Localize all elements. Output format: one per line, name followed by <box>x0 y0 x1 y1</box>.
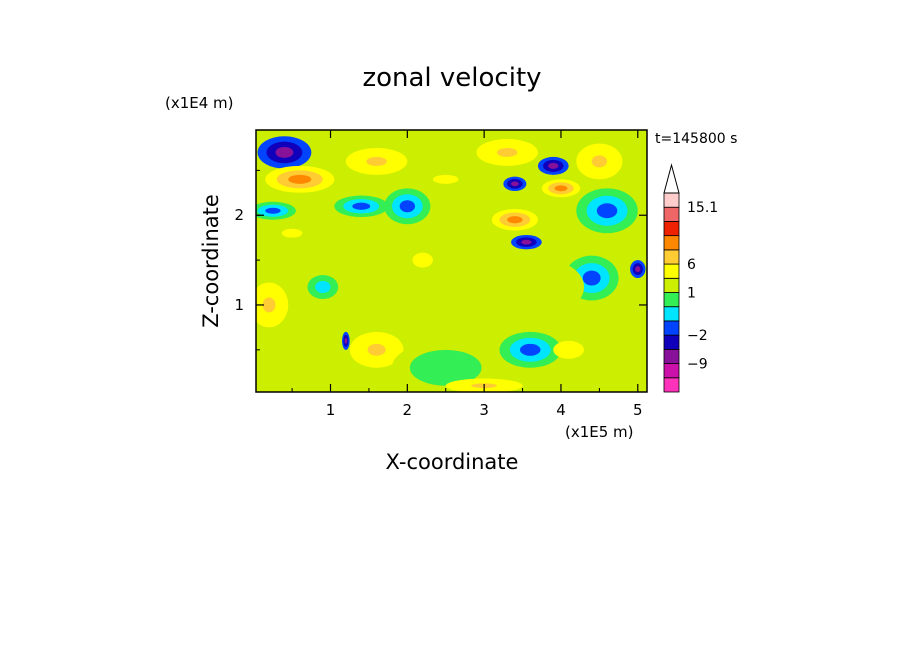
x-tick-label: 3 <box>479 401 489 419</box>
y-tick-label: 1 <box>234 296 244 314</box>
field-contour <box>262 297 276 313</box>
x-axis-label: X-coordinate <box>386 450 519 474</box>
y-unit-label: (x1E4 m) <box>165 94 234 112</box>
colorbar-segment <box>663 192 680 208</box>
x-axis-ticks: 1 2 3 4 5 <box>291 130 643 419</box>
field-contour <box>344 337 348 344</box>
field-contour <box>591 155 608 168</box>
field-contour <box>532 278 559 296</box>
colorbar-segment <box>663 306 680 322</box>
field-contour <box>496 147 518 157</box>
field-contour <box>521 239 532 245</box>
colorbar-segment <box>663 348 680 364</box>
colorbar: 15.1 6 1 −2 −9 <box>663 163 718 393</box>
field-contour <box>315 281 331 294</box>
field-contour <box>367 343 386 356</box>
field-contour <box>281 228 303 238</box>
plot-frame <box>255 129 648 393</box>
field-contour <box>412 252 433 268</box>
colorbar-extend-triangle <box>663 163 680 194</box>
colorbar-segment <box>663 363 680 379</box>
field-contour <box>635 266 641 273</box>
field-contour <box>427 358 464 377</box>
colorbar-label: 15.1 <box>687 200 718 216</box>
field-contour <box>614 331 631 350</box>
field-contour <box>275 147 294 158</box>
x-unit-label: (x1E5 m) <box>565 423 634 441</box>
field-contour <box>352 202 371 210</box>
colorbar-segment <box>663 277 680 293</box>
colorbar-label: −9 <box>687 357 708 373</box>
field-contour <box>432 174 459 184</box>
time-label: t=145800 s <box>655 131 737 147</box>
field-contour <box>563 346 574 353</box>
colorbar-label: −2 <box>687 328 708 344</box>
field-contour <box>288 174 312 184</box>
field-contour <box>582 270 601 286</box>
colorbar-segment <box>663 377 680 393</box>
colorbar-segment <box>663 292 680 308</box>
y-axis-label: Z-coordinate <box>199 194 223 328</box>
colorbar-segment <box>663 235 680 251</box>
chart-title: zonal velocity <box>362 63 541 93</box>
x-tick-label: 2 <box>403 401 413 419</box>
field-contour <box>519 343 541 356</box>
colorbar-segment <box>663 221 680 237</box>
y-tick-label: 2 <box>234 206 244 224</box>
field-contour <box>596 203 618 219</box>
colorbar-segment <box>663 206 680 222</box>
colorbar-segment <box>663 320 680 336</box>
colorbar-segment <box>663 263 680 279</box>
field-contour <box>554 185 568 192</box>
y-axis-ticks: 12 <box>234 169 647 351</box>
field-contour <box>366 156 387 166</box>
field-contour <box>507 216 523 224</box>
colorbar-label: 6 <box>687 257 696 273</box>
colorbar-segment <box>663 334 680 350</box>
field-contour <box>399 200 416 213</box>
colorbar-label: 1 <box>687 286 696 302</box>
x-tick-label: 5 <box>633 401 643 419</box>
field-contour <box>511 181 519 187</box>
field-contour <box>548 162 559 169</box>
colorbar-segment <box>663 249 680 265</box>
x-tick-label: 4 <box>556 401 566 419</box>
contour-field <box>256 130 647 392</box>
field-contour <box>265 207 281 214</box>
x-tick-label: 1 <box>326 401 336 419</box>
